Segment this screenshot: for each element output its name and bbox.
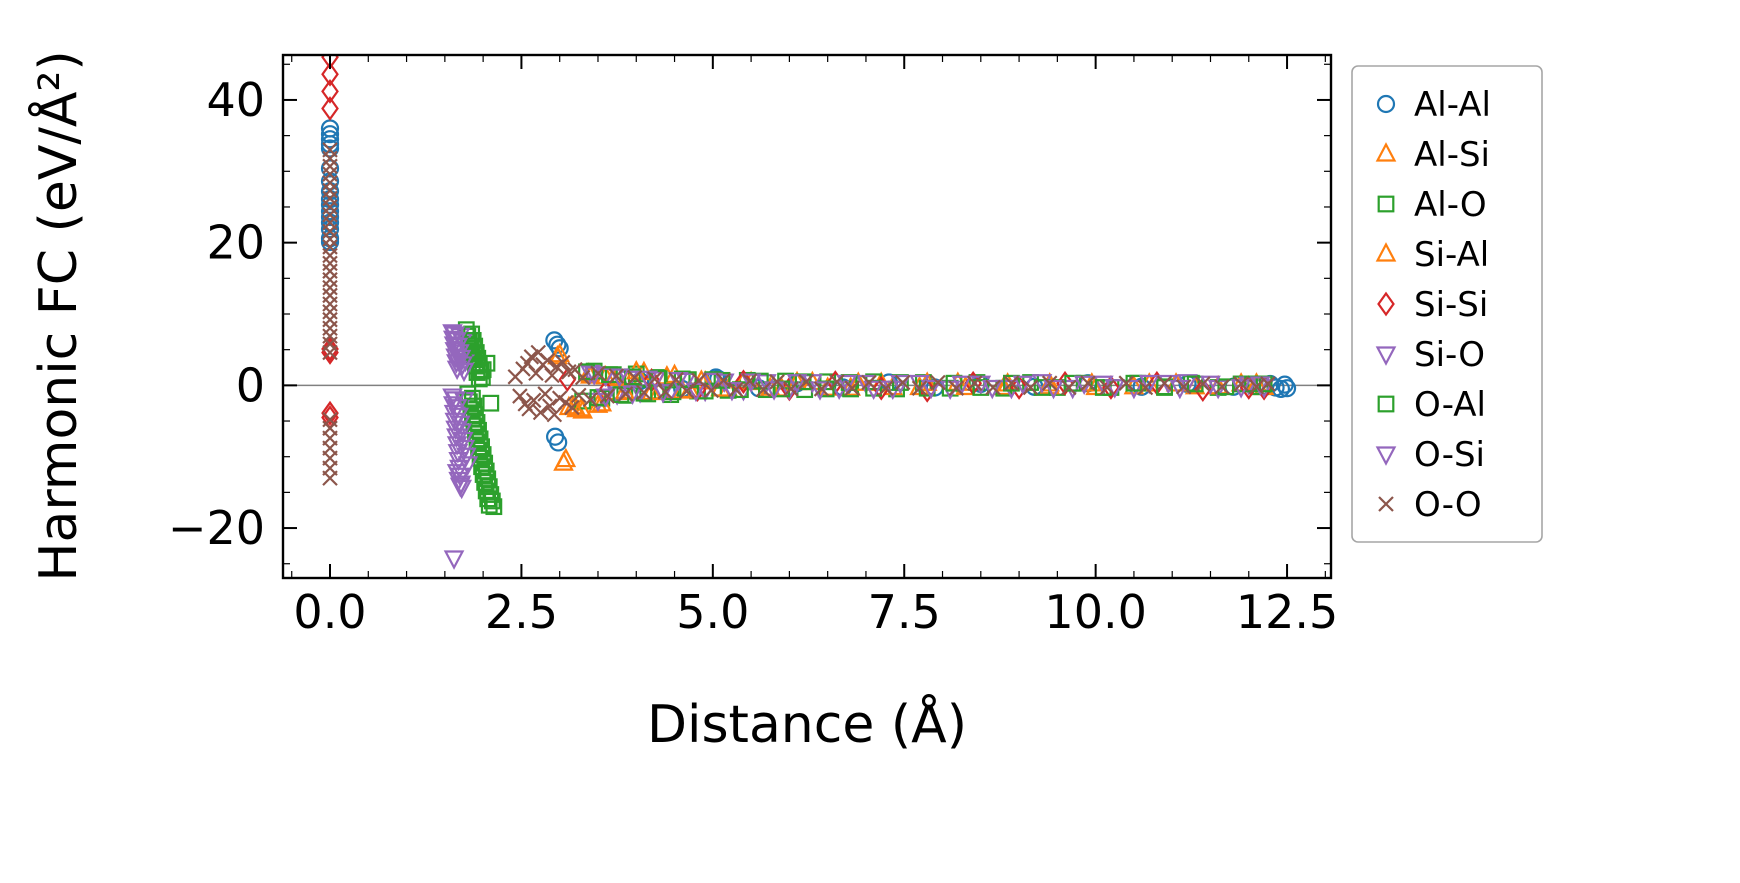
scatter-markers-layer — [320, 55, 1297, 570]
series-o-al — [463, 325, 1273, 516]
series-o-si — [444, 326, 1271, 498]
legend-item-o-o: O-O — [1378, 485, 1482, 525]
plot-border — [281, 53, 1333, 580]
legend-item-al-si: Al-Si — [1375, 135, 1490, 175]
legend-item-al-al: Al-Al — [1376, 85, 1491, 125]
legend-label: O-Al — [1414, 385, 1486, 425]
legend-item-o-al: O-Al — [1377, 385, 1486, 425]
axes-layer — [281, 53, 1333, 580]
legend-item-si-o: Si-O — [1375, 335, 1485, 375]
legend-label: Al-O — [1414, 185, 1487, 225]
x-tick-label: 10.0 — [1044, 585, 1146, 639]
x-tick-label: 2.5 — [485, 585, 558, 639]
legend-label: Si-O — [1414, 335, 1485, 375]
legend-label: Si-Si — [1414, 285, 1488, 325]
y-axis-label: Harmonic FC (eV/Å²) — [27, 50, 89, 581]
legend: Al-Al Al-Si Al-O Si-Al Si-Si Si-O O-Al O-Si O-O — [1351, 65, 1543, 543]
x-tick-label: 5.0 — [676, 585, 749, 639]
legend-label: Al-Si — [1414, 135, 1490, 175]
legend-item-si-al: Si-Al — [1375, 235, 1489, 275]
x-tick-label: 7.5 — [868, 585, 941, 639]
legend-item-al-o: Al-O — [1377, 185, 1487, 225]
legend-label: Si-Al — [1414, 235, 1489, 275]
legend-label: O-Si — [1414, 435, 1485, 475]
x-axis-label: Distance (Å) — [647, 693, 967, 755]
y-tick-label: −20 — [168, 501, 265, 555]
y-tick-label: 40 — [206, 73, 265, 127]
y-tick-label: 20 — [206, 216, 265, 270]
ticks-layer — [283, 55, 1331, 578]
series-si-al — [547, 344, 1267, 468]
tick-labels-layer: 0.0 2.5 5.0 7.5 10.0 12.5 −20 0 20 40 — [168, 73, 1338, 639]
x-tick-label: 12.5 — [1236, 585, 1338, 639]
legend-box — [1351, 65, 1543, 543]
legend-item-si-si: Si-Si — [1377, 285, 1488, 325]
y-tick-label: 0 — [236, 358, 265, 412]
legend-item-o-si: O-Si — [1375, 435, 1485, 475]
series-al-si — [549, 342, 1275, 471]
legend-label: O-O — [1414, 485, 1482, 525]
x-tick-label: 0.0 — [293, 585, 366, 639]
series-o-o — [322, 142, 1276, 486]
legend-label: Al-Al — [1414, 85, 1491, 125]
